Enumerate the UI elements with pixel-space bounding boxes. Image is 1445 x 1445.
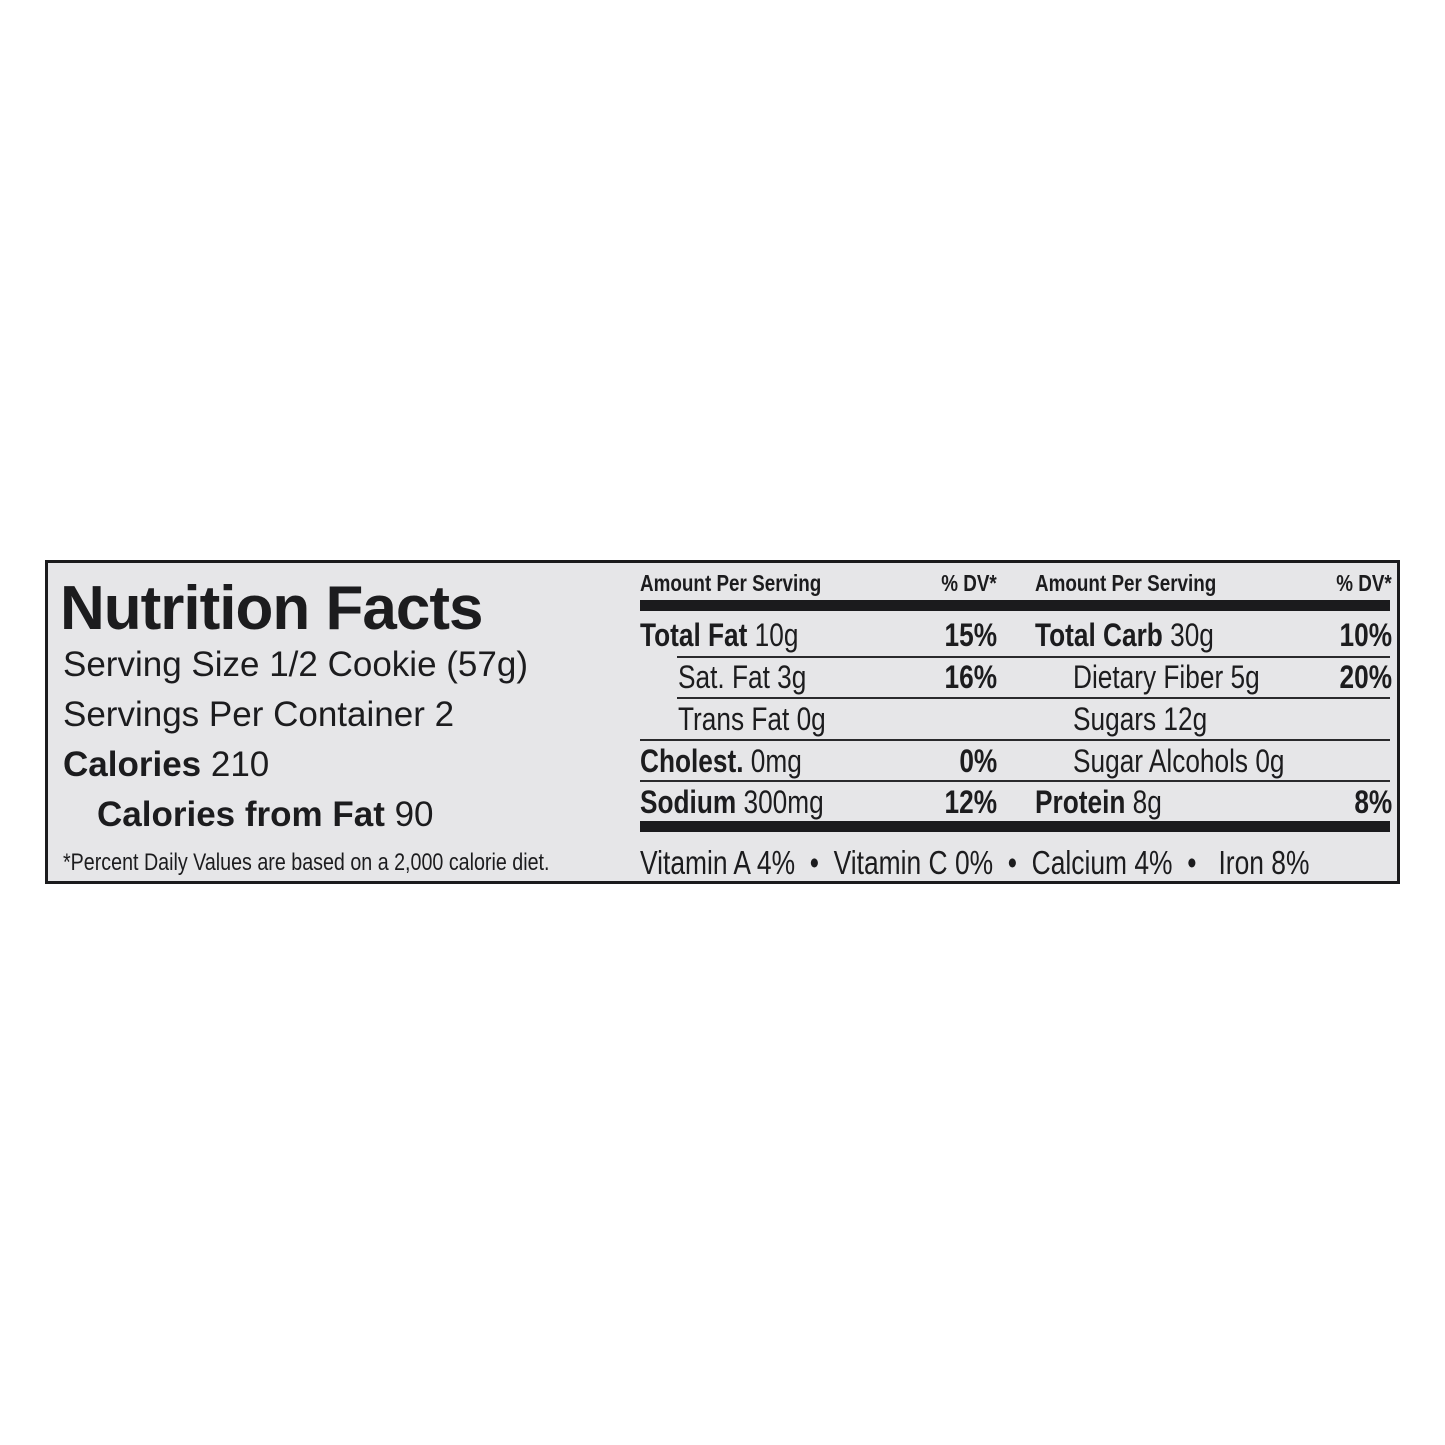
row-dietary-fiber: Dietary Fiber 5g [1073, 661, 1260, 693]
row-total-fat: Total Fat 10g [640, 619, 798, 651]
row-sugars: Sugars 12g [1073, 703, 1207, 735]
nutrient-name: Trans Fat [678, 701, 790, 737]
nutrient-amount: 5g [1230, 659, 1260, 695]
nutrient-name: Sodium [640, 784, 737, 820]
row-trans-fat: Trans Fat 0g [678, 703, 826, 735]
nutrient-name: Dietary Fiber [1073, 659, 1224, 695]
servings-label: Servings Per Container [63, 695, 425, 734]
header-amount-right: Amount Per Serving [1035, 570, 1217, 596]
header-dv-left: % DV* [941, 570, 997, 596]
row-sugar-alcohols: Sugar Alcohols 0g [1073, 745, 1285, 777]
serving-size: Serving Size 1/2 Cookie (57g) [63, 647, 528, 682]
divider [640, 780, 1390, 782]
divider [640, 739, 1390, 741]
dv-sodium: 12% [944, 784, 997, 820]
nutrient-name: Sugars [1073, 701, 1157, 737]
calories-label: Calories [63, 745, 202, 784]
dv-total-fat: 15% [944, 617, 997, 653]
calories-value: 210 [210, 745, 270, 784]
divider [677, 656, 1390, 658]
dv-protein: 8% [1354, 784, 1392, 820]
calories: Calories 210 [63, 747, 269, 782]
title: Nutrition Facts [60, 574, 483, 643]
footnote: *Percent Daily Values are based on a 2,0… [63, 849, 550, 876]
nutrient-name: Protein [1035, 784, 1126, 820]
nutrient-amount: 0g [796, 701, 826, 737]
thick-divider-top [640, 600, 1390, 611]
row-sat-fat: Sat. Fat 3g [678, 661, 806, 693]
nutrient-name: Sat. Fat [678, 659, 770, 695]
nutrient-name: Sugar Alcohols [1073, 743, 1249, 779]
nutrient-amount: 0g [1255, 743, 1285, 779]
row-sodium: Sodium 300mg [640, 786, 824, 818]
thick-divider-bottom [640, 821, 1390, 832]
serving-size-label: Serving Size [63, 645, 260, 684]
nutrient-amount: 3g [777, 659, 807, 695]
calories-from-fat-label: Calories from Fat [97, 795, 385, 834]
nutrient-name: Total Carb [1035, 617, 1163, 653]
row-cholesterol: Cholest. 0mg [640, 745, 802, 777]
row-total-carb: Total Carb 30g [1035, 619, 1214, 651]
servings-value: 2 [434, 695, 455, 734]
nutrient-amount: 12g [1163, 701, 1208, 737]
nutrient-amount: 0mg [750, 743, 802, 779]
header-amount-left: Amount Per Serving [640, 570, 822, 596]
calories-from-fat: Calories from Fat 90 [97, 797, 434, 832]
serving-size-value: 1/2 Cookie (57g) [269, 645, 528, 684]
calories-from-fat-value: 90 [394, 795, 434, 834]
dv-dietary-fiber: 20% [1339, 659, 1392, 695]
servings-per-container: Servings Per Container 2 [63, 697, 454, 732]
nutrient-amount: 30g [1170, 617, 1214, 653]
divider [677, 697, 1390, 699]
dv-sat-fat: 16% [944, 659, 997, 695]
vitamins-minerals: Vitamin A 4% • Vitamin C 0% • Calcium 4%… [640, 844, 1310, 881]
row-protein: Protein 8g [1035, 786, 1162, 818]
nutrient-amount: 300mg [743, 784, 824, 820]
dv-total-carb: 10% [1339, 617, 1392, 653]
nutrient-name: Cholest. [640, 743, 744, 779]
nutrient-amount: 10g [754, 617, 799, 653]
dv-cholesterol: 0% [959, 743, 997, 779]
nutrient-name: Total Fat [640, 617, 748, 653]
nutrient-amount: 8g [1132, 784, 1162, 820]
header-dv-right: % DV* [1336, 570, 1392, 596]
